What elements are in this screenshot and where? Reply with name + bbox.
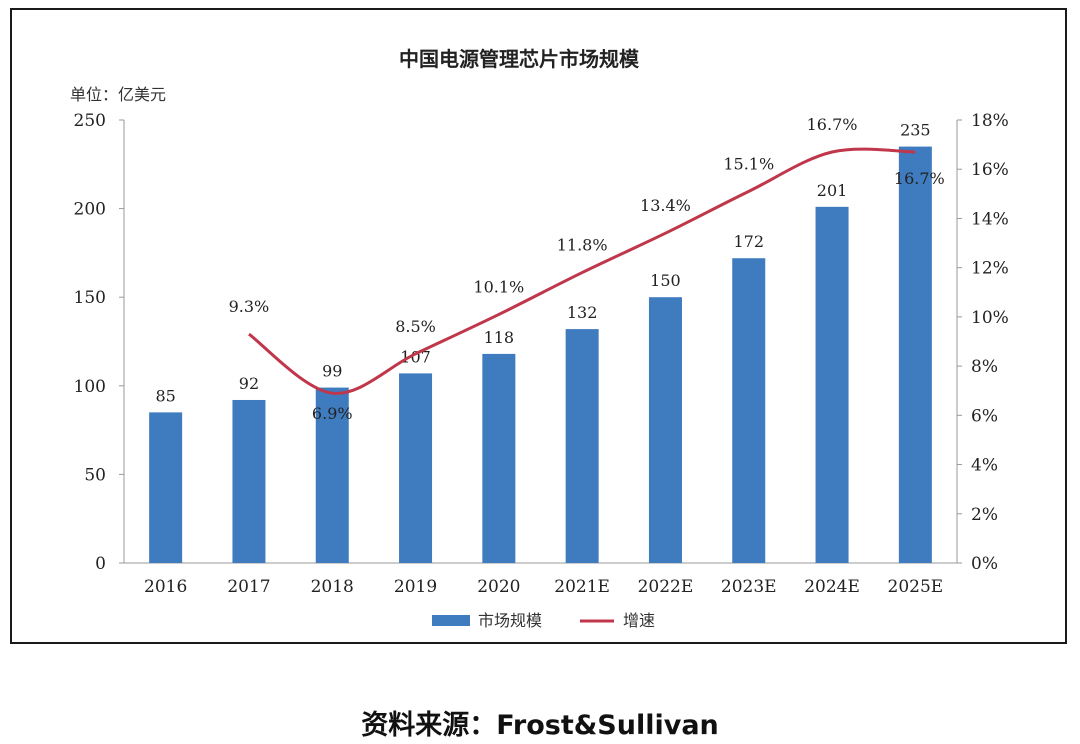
bar-value-label: 201 [817,181,848,200]
bar [399,373,433,563]
bar [315,387,349,563]
growth-value-label: 6.9% [312,404,353,423]
bar-value-label: 107 [400,347,431,366]
chart-frame: 中国电源管理芯片市场规模 单位：亿美元 0 50 100 150 200 250 0% 2% 4… [10,8,1067,644]
y2-tick-label: 16% [971,160,1009,180]
legend: 市场规模 增速 [432,611,655,630]
x-tick-label: 2017 [227,577,270,597]
bar [815,206,849,563]
legend-label-bar: 市场规模 [478,611,542,630]
y2-tick-label: 2% [971,505,998,525]
unit-label: 单位：亿美元 [70,85,166,104]
y2-tick-label: 0% [971,554,998,574]
y-tick-label: 250 [74,111,106,131]
bar-value-label: 172 [733,232,764,251]
growth-value-label: 16.7% [894,169,945,188]
x-tick-label: 2016 [144,577,187,597]
y-tick-label: 200 [74,200,106,220]
x-tick-label: 2021E [554,577,610,597]
growth-value-label: 10.1% [473,277,524,296]
growth-line [248,147,916,395]
legend-swatch-bar [432,615,470,626]
bar [232,399,266,563]
y-tick-label: 100 [74,377,106,397]
bar [149,412,183,563]
legend-label-line: 增速 [623,611,655,630]
bar-value-label: 85 [155,386,175,405]
y-tick-label: 50 [84,465,106,485]
growth-value-label: 11.8% [557,236,608,255]
chart-title: 中国电源管理芯片市场规模 [399,47,640,71]
chart-svg: 中国电源管理芯片市场规模 单位：亿美元 0 50 100 150 200 250 0% 2% 4… [70,47,1009,630]
y2-tick-label: 4% [971,456,998,476]
bar [565,329,599,563]
y-tick-label: 150 [74,288,106,308]
y2-tick-label: 18% [971,111,1009,131]
bar [482,353,516,563]
y2-tick-label: 10% [971,308,1009,328]
bar-value-label: 235 [900,121,931,140]
growth-value-label: 15.1% [723,154,774,173]
bar [898,146,932,563]
bar-value-label: 118 [484,328,515,347]
bar-value-label: 132 [567,303,598,322]
y2-tick-label: 12% [971,259,1009,279]
bar [732,258,766,563]
bar [648,297,682,563]
plot-area: 0 50 100 150 200 250 0% 2% 4% 6% 8% 10% 12% 14% 16% 18%… [74,111,1009,597]
y2-tick-label: 6% [971,406,998,426]
x-tick-label: 2023E [721,577,777,597]
y2-tick-label: 14% [971,209,1009,229]
x-tick-label: 2022E [638,577,694,597]
x-tick-label: 2018 [311,577,354,597]
x-tick-label: 2020 [477,577,520,597]
growth-value-label: 8.5% [395,317,436,336]
y-tick-label: 0 [95,554,106,574]
x-tick-label: 2024E [804,577,860,597]
x-tick-label: 2019 [394,577,437,597]
growth-value-label: 9.3% [229,297,270,316]
bar-value-label: 92 [239,374,259,393]
source-caption: 资料来源：Frost&Sullivan [361,710,719,741]
growth-value-label: 16.7% [807,115,858,134]
bar-value-label: 99 [322,362,342,381]
growth-value-label: 13.4% [640,196,691,215]
bar-value-label: 150 [650,271,681,290]
y2-tick-label: 8% [971,357,998,377]
x-tick-label: 2025E [888,577,944,597]
